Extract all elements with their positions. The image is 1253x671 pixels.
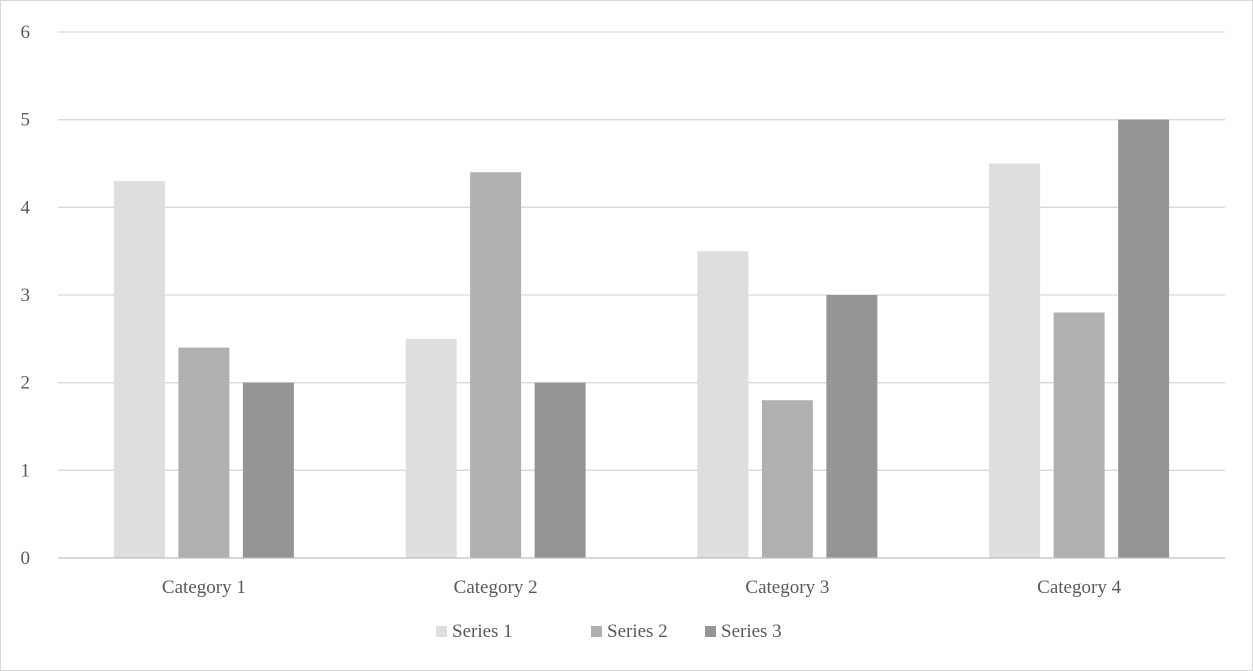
bar-series-1-category-4: [989, 163, 1041, 558]
legend-swatch: [705, 626, 716, 637]
legend-swatch: [591, 626, 602, 637]
y-tick-label: 3: [21, 285, 31, 306]
bar-series-1-category-1: [113, 181, 165, 559]
bar-series-2-category-3: [761, 400, 813, 558]
y-tick-label: 1: [21, 460, 31, 481]
bars: [113, 119, 1170, 559]
y-axis-tick-labels: 0 1 2 3 4 5 6: [21, 22, 31, 569]
bar-series-3-category-1: [242, 382, 294, 558]
bar-series-3-category-4: [1118, 119, 1170, 559]
bar-series-2-category-2: [470, 172, 522, 558]
x-tick-label: Category 1: [162, 577, 246, 598]
x-tick-label: Category 2: [454, 577, 538, 598]
legend-label: Series 3: [721, 621, 782, 642]
bar-series-3-category-2: [534, 382, 586, 558]
legend-swatch: [436, 626, 447, 637]
bar-series-2-category-1: [178, 347, 230, 558]
legend-label: Series 2: [607, 621, 668, 642]
y-tick-label: 5: [21, 110, 31, 131]
bar-series-2-category-4: [1053, 312, 1105, 558]
bar-series-3-category-3: [826, 295, 878, 558]
gridlines: [58, 31, 1225, 471]
bar-series-1-category-3: [697, 251, 749, 558]
y-tick-label: 2: [21, 373, 31, 394]
y-tick-label: 0: [21, 548, 31, 569]
x-tick-label: Category 3: [745, 577, 829, 598]
legend-label: Series 1: [452, 621, 513, 642]
bar-series-1-category-2: [405, 338, 457, 558]
y-tick-label: 4: [21, 197, 31, 218]
x-axis: Category 1 Category 2 Category 3 Category 4: [58, 557, 1225, 598]
legend: Series 1 Series 2 Series 3: [436, 621, 782, 642]
y-tick-label: 6: [21, 22, 31, 43]
x-tick-label: Category 4: [1037, 577, 1121, 598]
